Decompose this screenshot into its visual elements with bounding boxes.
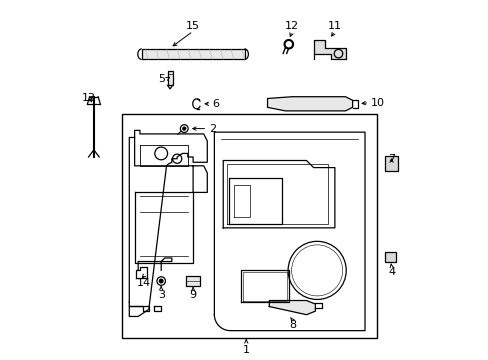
Circle shape: [183, 127, 185, 130]
Text: 10: 10: [369, 98, 384, 108]
Text: 14: 14: [136, 278, 150, 288]
Text: 13: 13: [81, 94, 95, 103]
Bar: [122, 114, 377, 338]
Text: 4: 4: [387, 267, 394, 277]
Text: 1: 1: [242, 345, 249, 355]
Bar: [384, 156, 397, 171]
Text: 8: 8: [288, 320, 295, 330]
Text: 12: 12: [285, 21, 299, 31]
Circle shape: [284, 40, 293, 49]
Text: 5: 5: [158, 74, 164, 84]
Bar: [142, 49, 244, 59]
Circle shape: [159, 279, 163, 283]
Bar: [167, 71, 172, 85]
Text: 11: 11: [327, 21, 341, 31]
Bar: [385, 252, 395, 261]
Text: 2: 2: [208, 123, 216, 134]
Text: 15: 15: [186, 21, 200, 31]
Text: 3: 3: [158, 290, 164, 300]
Polygon shape: [267, 97, 352, 111]
Circle shape: [286, 42, 291, 47]
Text: 6: 6: [212, 99, 219, 109]
Polygon shape: [313, 40, 345, 59]
Text: 9: 9: [189, 290, 196, 300]
Text: 7: 7: [387, 154, 394, 164]
Polygon shape: [269, 301, 315, 315]
Bar: [185, 276, 200, 286]
